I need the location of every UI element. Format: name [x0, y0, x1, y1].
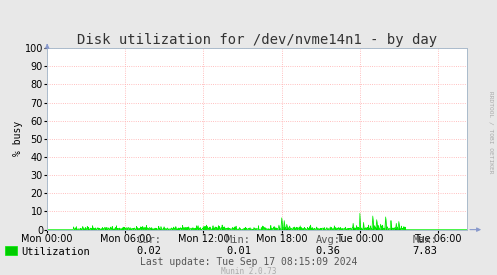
Text: 7.83: 7.83 — [413, 246, 437, 256]
Y-axis label: % busy: % busy — [13, 121, 23, 156]
Text: Utilization: Utilization — [21, 247, 90, 257]
Text: Munin 2.0.73: Munin 2.0.73 — [221, 267, 276, 275]
Text: 0.36: 0.36 — [316, 246, 340, 256]
Text: 0.01: 0.01 — [226, 246, 251, 256]
Text: RRDTOOL / TOBI OETIKER: RRDTOOL / TOBI OETIKER — [488, 91, 493, 173]
Text: Max:: Max: — [413, 235, 437, 245]
Text: Last update: Tue Sep 17 08:15:09 2024: Last update: Tue Sep 17 08:15:09 2024 — [140, 257, 357, 266]
Text: Avg:: Avg: — [316, 235, 340, 245]
Text: Min:: Min: — [226, 235, 251, 245]
Title: Disk utilization for /dev/nvme14n1 - by day: Disk utilization for /dev/nvme14n1 - by … — [77, 33, 437, 47]
Text: Cur:: Cur: — [137, 235, 162, 245]
Text: 0.02: 0.02 — [137, 246, 162, 256]
